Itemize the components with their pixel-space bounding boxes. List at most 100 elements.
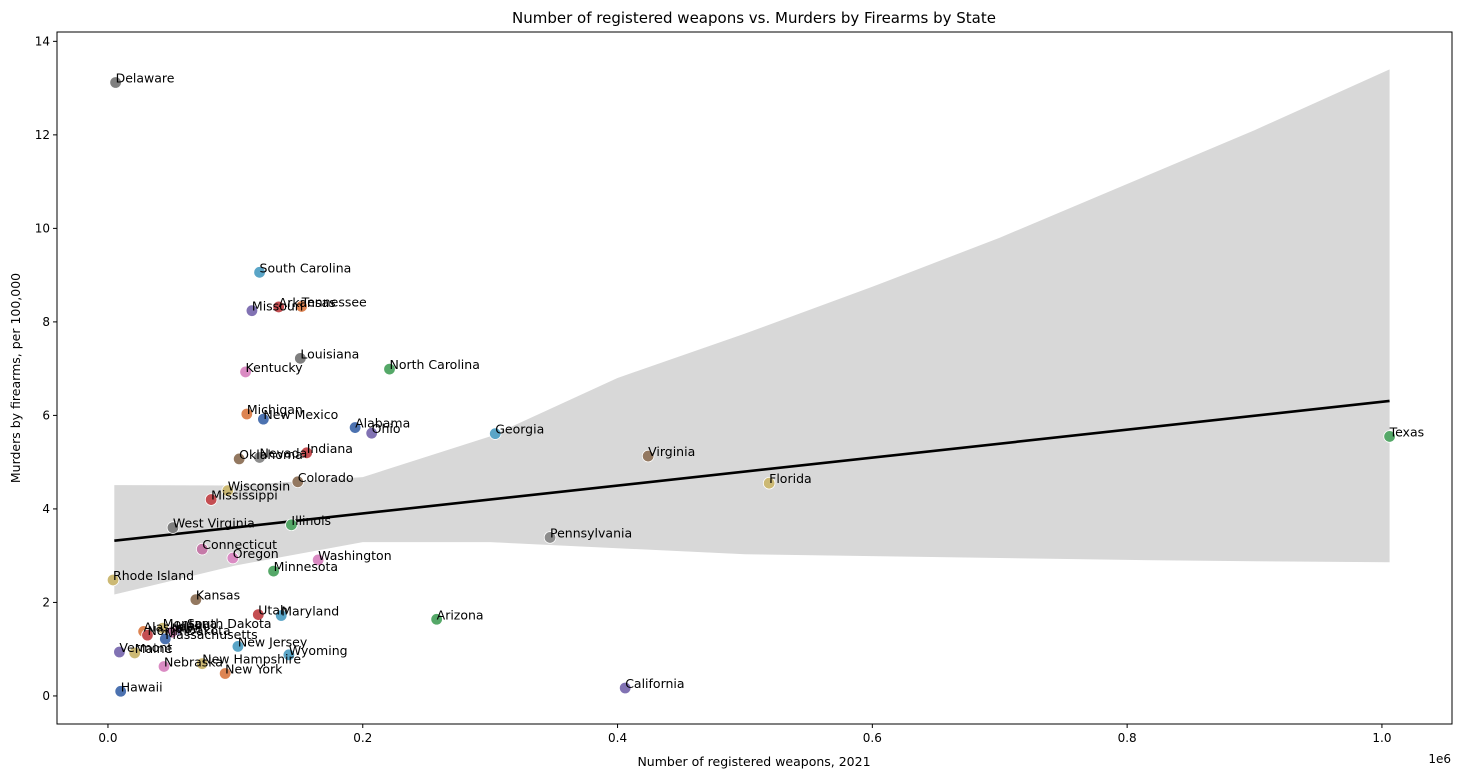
plot-frame xyxy=(56,31,1453,725)
data-point xyxy=(267,564,280,578)
data-point xyxy=(196,542,209,556)
point-label: Mississippi xyxy=(211,488,278,503)
data-point xyxy=(239,365,252,379)
point-label: Vermont xyxy=(119,640,172,655)
data-point xyxy=(285,518,298,532)
confidence-band-layer xyxy=(114,69,1390,595)
data-point xyxy=(618,681,632,695)
point-label: Alabama xyxy=(355,416,410,431)
data-point xyxy=(365,426,378,440)
point-label: Maine xyxy=(135,641,173,656)
point-label: California xyxy=(625,676,684,691)
point-label: Florida xyxy=(769,471,812,486)
x-tick-label: 0.4 xyxy=(608,731,627,745)
data-point xyxy=(253,451,266,464)
data-point xyxy=(1383,430,1396,443)
x-tick-label: 0.6 xyxy=(863,731,882,745)
data-point xyxy=(189,593,203,606)
data-point xyxy=(221,484,234,497)
point-label: Illinois xyxy=(291,513,331,528)
x-axis-title: Number of registered weapons, 2021 xyxy=(637,754,870,769)
data-point xyxy=(240,407,254,421)
point-label: South Carolina xyxy=(260,260,352,275)
data-point xyxy=(641,449,655,463)
point-label: Virginia xyxy=(648,444,695,459)
data-point xyxy=(489,427,502,440)
data-point xyxy=(430,613,443,626)
y-tick-label: 12 xyxy=(35,128,50,142)
x-axis-offset-label: 1e6 xyxy=(1428,752,1451,766)
data-point xyxy=(294,352,307,365)
data-point xyxy=(128,646,141,660)
point-label: Rhode Island xyxy=(113,568,194,583)
data-point xyxy=(159,632,172,646)
data-point xyxy=(166,521,180,534)
data-point xyxy=(282,648,296,662)
point-label: Iowa xyxy=(172,620,201,635)
point-label: Pennsylvania xyxy=(550,525,632,540)
data-point xyxy=(226,551,240,565)
point-label: Connecticut xyxy=(202,537,277,552)
point-label: Hawaii xyxy=(121,679,163,694)
y-tick-label: 4 xyxy=(42,502,50,516)
regression-line-layer xyxy=(114,399,1390,543)
data-point xyxy=(106,573,120,587)
y-tick-label: 0 xyxy=(42,689,50,703)
points-layer xyxy=(106,76,1396,698)
data-point xyxy=(348,421,362,434)
data-point xyxy=(272,300,285,314)
point-label: Wisconsin xyxy=(228,479,290,494)
data-point xyxy=(218,667,232,680)
point-label: Montana xyxy=(163,616,218,631)
data-point xyxy=(113,645,126,659)
point-label: Kansas xyxy=(196,588,240,603)
data-point xyxy=(114,685,127,698)
point-label: Louisiana xyxy=(300,346,359,361)
y-axis-title: Murders by firearms, per 100,000 xyxy=(8,273,23,483)
data-point xyxy=(275,609,288,622)
point-label: Missouri xyxy=(252,299,303,314)
chart-title: Number of registered weapons vs. Murders… xyxy=(512,9,996,27)
y-tick-label: 10 xyxy=(35,221,50,235)
data-point xyxy=(311,553,325,567)
x-tick-label: 0.2 xyxy=(353,731,372,745)
x-tick-label: 1.0 xyxy=(1372,731,1391,745)
point-label: Nebraska xyxy=(164,654,223,669)
point-label: North Carolina xyxy=(390,357,480,372)
point-label: Kentucky xyxy=(246,360,304,375)
data-point xyxy=(231,640,245,653)
data-point xyxy=(245,304,259,317)
point-label: Texas xyxy=(1389,424,1425,439)
point-label: Colorado xyxy=(298,470,354,485)
y-tick-label: 8 xyxy=(42,315,50,329)
point-label: Michigan xyxy=(247,402,303,417)
point-label: New Mexico xyxy=(263,407,338,422)
point-label: Oregon xyxy=(233,546,279,561)
point-label: Alaska xyxy=(144,619,185,634)
point-label: Washington xyxy=(318,548,391,563)
x-axis: 0.0 0.2 0.4 0.6 0.8 1.0 xyxy=(98,724,1391,745)
y-tick-label: 14 xyxy=(35,34,50,48)
data-point xyxy=(196,657,209,670)
x-tick-label: 0.0 xyxy=(98,731,117,745)
data-point xyxy=(257,412,270,426)
data-point xyxy=(543,531,557,544)
point-label: New Jersey xyxy=(238,634,308,649)
confidence-band xyxy=(114,69,1390,595)
point-label: Arkansas xyxy=(279,295,336,310)
regression-line xyxy=(114,399,1390,543)
data-point xyxy=(141,628,154,642)
point-label: Wyoming xyxy=(289,643,348,658)
y-tick-label: 2 xyxy=(42,595,50,609)
point-label: Nevada xyxy=(260,445,308,460)
x-tick-label: 0.8 xyxy=(1118,731,1137,745)
point-label: Delaware xyxy=(116,70,175,85)
point-label: Arizona xyxy=(437,607,484,622)
point-label: Georgia xyxy=(495,422,544,437)
y-axis: 0 2 4 6 8 10 12 14 xyxy=(35,34,57,703)
data-point xyxy=(383,362,396,376)
point-label: Idaho xyxy=(175,618,210,633)
data-point xyxy=(157,660,171,673)
point-label: North Dakota xyxy=(147,623,230,638)
